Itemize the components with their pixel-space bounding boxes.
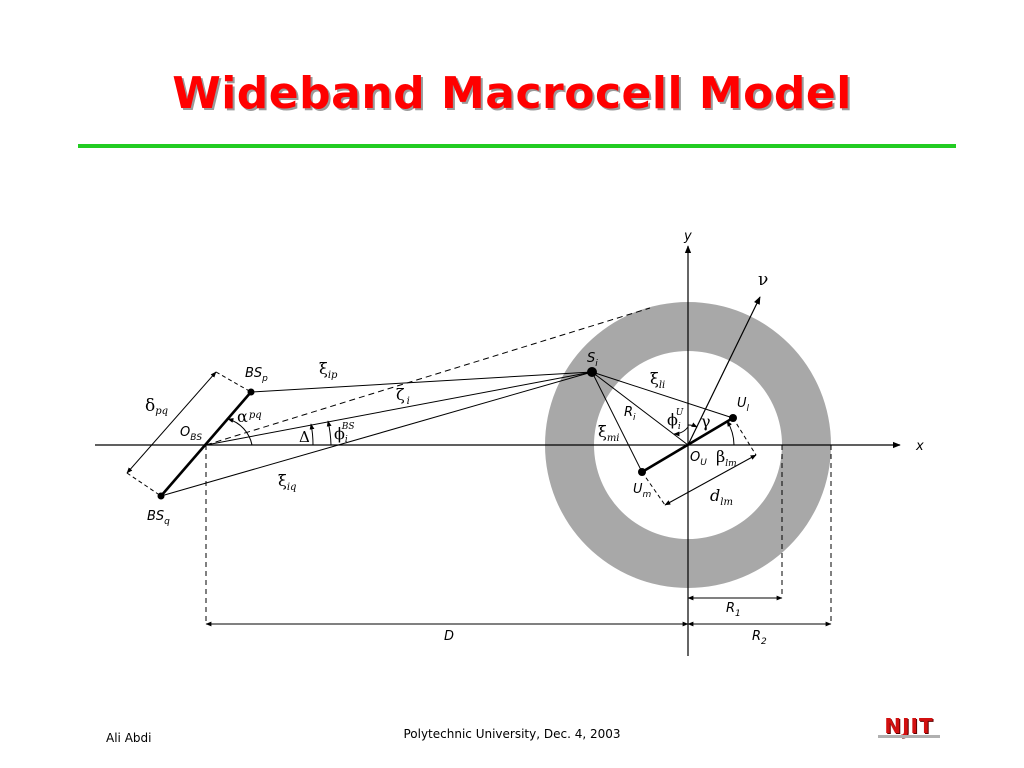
xi-ip-label: ξip xyxy=(319,359,338,381)
u-l-label: Ul xyxy=(737,396,750,414)
bs-q-label: BSq xyxy=(147,509,170,527)
alpha-pq-label: αpq xyxy=(237,407,262,426)
line-ri xyxy=(591,371,689,446)
capital-delta-label: Δ xyxy=(299,428,310,446)
njit-logo-text: NJIT xyxy=(884,714,934,738)
o-u-label: OU xyxy=(690,450,707,468)
r-i-label: Ri xyxy=(624,405,636,423)
delta-arc xyxy=(309,423,315,446)
scatterer-ring xyxy=(545,302,831,588)
delta-pq-ext-q xyxy=(126,472,162,497)
u-m-label: Um xyxy=(633,482,652,500)
s-i-label: Si xyxy=(587,351,598,369)
beta-lm-label: βlm xyxy=(716,447,737,469)
phi-bs-arc xyxy=(326,420,332,446)
o-bs-label: OBS xyxy=(180,425,202,443)
title-rule xyxy=(78,144,956,148)
y-axis-label: y xyxy=(683,229,692,244)
xi-li-label: ξli xyxy=(650,369,665,391)
ray-zeta-i xyxy=(205,371,593,446)
slide-title: Wideband Macrocell Model xyxy=(172,68,852,119)
line-xi-mi xyxy=(591,371,643,473)
footer-venue: Polytechnic University, Dec. 4, 2003 xyxy=(403,727,621,741)
d-lm-ext-l xyxy=(732,417,757,456)
njit-logo-underline xyxy=(878,735,940,738)
d-lm-dimension xyxy=(664,454,757,506)
beta-lm-arc xyxy=(726,420,735,446)
delta-pq-dimension xyxy=(126,371,217,474)
d-lm-label: dlm xyxy=(710,486,733,508)
njit-logo: NJIT xyxy=(878,714,940,740)
bs-p-label: BSp xyxy=(245,366,268,384)
velocity-vector xyxy=(687,296,761,446)
d-lm-ext-m xyxy=(641,471,666,506)
phi-u-arc xyxy=(673,426,689,437)
phi-u-label: ϕiU xyxy=(667,408,684,432)
nu-label: ν xyxy=(758,270,768,290)
ray-xi-iq xyxy=(160,371,593,497)
r1-label: R1 xyxy=(726,601,741,619)
gamma-label: γ xyxy=(701,412,711,431)
xi-iq-label: ξiq xyxy=(278,471,296,493)
delta-pq-label: δpq xyxy=(145,396,168,417)
alpha-pq-arc xyxy=(227,418,253,446)
x-axis-label: x xyxy=(915,439,924,454)
ms-array xyxy=(641,416,734,474)
gamma-arc xyxy=(687,422,698,428)
ray-xi-ip xyxy=(250,371,593,393)
r2-label: R2 xyxy=(752,629,767,647)
tangent-dashed xyxy=(205,307,651,446)
line-xi-li xyxy=(591,371,734,419)
xi-mi-label: ξmi xyxy=(598,422,620,444)
d-label: D xyxy=(444,629,454,644)
footer-author: Ali Abdi xyxy=(106,731,152,745)
phi-bs-label: ϕiBS xyxy=(334,422,355,445)
